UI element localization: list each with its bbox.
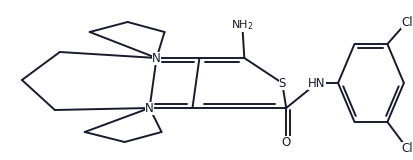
Text: Cl: Cl bbox=[400, 141, 412, 155]
Text: N: N bbox=[152, 52, 161, 64]
Text: S: S bbox=[278, 76, 285, 89]
Text: O: O bbox=[281, 136, 290, 148]
Text: N: N bbox=[145, 101, 154, 115]
Text: Cl: Cl bbox=[400, 16, 412, 28]
Text: HN: HN bbox=[308, 76, 325, 89]
Text: NH$_2$: NH$_2$ bbox=[230, 18, 253, 32]
